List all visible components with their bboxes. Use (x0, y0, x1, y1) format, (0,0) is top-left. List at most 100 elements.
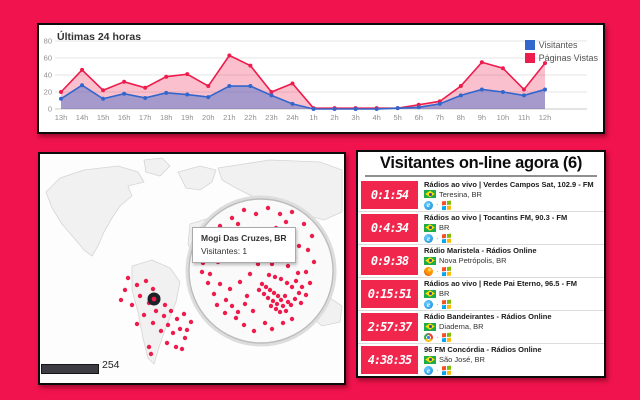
visitor-dot[interactable] (118, 297, 124, 303)
visitor-dot[interactable] (303, 269, 309, 275)
visitor-dot[interactable] (207, 271, 213, 277)
visitors-point[interactable] (500, 90, 505, 94)
visitor-dot[interactable] (237, 279, 243, 285)
pageviews-point[interactable] (143, 85, 148, 90)
pageviews-point[interactable] (248, 63, 253, 68)
visitor-dot[interactable] (283, 308, 289, 314)
visitor-dot[interactable] (179, 346, 185, 352)
visitor-dot[interactable] (271, 290, 277, 296)
visitor-dot[interactable] (298, 300, 304, 306)
visitor-dot[interactable] (241, 322, 247, 328)
visitors-point[interactable] (101, 96, 106, 101)
visitor-dot[interactable] (168, 308, 174, 314)
visitor-dot[interactable] (301, 221, 307, 227)
visitor-dot[interactable] (262, 320, 268, 326)
visitor-dot[interactable] (205, 280, 211, 286)
visitor-dot[interactable] (199, 269, 205, 275)
visitor-dot[interactable] (250, 308, 256, 314)
pageviews-point[interactable] (479, 60, 484, 65)
visitor-dot[interactable] (265, 295, 271, 301)
visitor-dot[interactable] (170, 330, 176, 336)
visitor-dot[interactable] (280, 320, 286, 326)
visitor-dot[interactable] (229, 215, 235, 221)
visitors-point[interactable] (311, 107, 316, 111)
visitor-dot[interactable] (305, 247, 311, 253)
visitors-point[interactable] (143, 95, 148, 100)
pageviews-point[interactable] (164, 74, 169, 79)
visitor-dot[interactable] (177, 326, 183, 332)
visitors-point[interactable] (332, 107, 337, 111)
visitors-point[interactable] (543, 87, 547, 92)
visitor-dot[interactable] (158, 328, 164, 334)
visitor-dot[interactable] (269, 326, 275, 332)
visitor-dot[interactable] (181, 311, 187, 317)
visitor-dot[interactable] (278, 276, 284, 282)
visitors-point[interactable] (269, 93, 274, 98)
visitor-dot[interactable] (309, 233, 315, 239)
pageviews-point[interactable] (290, 81, 295, 86)
visitor-dot[interactable] (311, 259, 317, 265)
visitors-point[interactable] (416, 105, 421, 110)
pageviews-point[interactable] (59, 90, 63, 94)
visitor-dot[interactable] (270, 298, 276, 304)
visitor-dot[interactable] (259, 281, 265, 287)
visitor-dot[interactable] (141, 312, 147, 318)
visitor-dot[interactable] (288, 302, 294, 308)
visitor-dot[interactable] (173, 344, 179, 350)
visitor-dot[interactable] (122, 287, 128, 293)
visitor-dot[interactable] (143, 278, 149, 284)
visitor-dot[interactable] (289, 284, 295, 290)
visitor-dot[interactable] (251, 328, 257, 334)
visitor-dot[interactable] (285, 299, 291, 305)
visitor-dot[interactable] (235, 221, 241, 227)
pageviews-point[interactable] (206, 84, 211, 89)
visitor-dot[interactable] (137, 293, 143, 299)
visitor-dot[interactable] (242, 301, 248, 307)
visitor-dot[interactable] (267, 287, 273, 293)
visitor-dot[interactable] (255, 261, 261, 267)
pageviews-point[interactable] (500, 66, 505, 71)
pageviews-point[interactable] (269, 90, 274, 94)
pageviews-point[interactable] (185, 72, 190, 77)
visitor-dot[interactable] (265, 205, 271, 211)
visitors-point[interactable] (479, 87, 484, 92)
visitor-dot[interactable] (241, 207, 247, 213)
visitor-dot[interactable] (263, 284, 269, 290)
visitor-dot[interactable] (282, 293, 288, 299)
visitor-dot[interactable] (289, 316, 295, 322)
visitor-dot[interactable] (268, 303, 274, 309)
visitor-dot[interactable] (134, 321, 140, 327)
visitor-dot[interactable] (261, 291, 267, 297)
visitor-dot[interactable] (269, 261, 275, 267)
visitors-point[interactable] (59, 96, 63, 101)
visitor-dot[interactable] (188, 319, 194, 325)
visitor-dot[interactable] (223, 297, 229, 303)
visitor-dot[interactable] (129, 302, 135, 308)
visitor-dot[interactable] (307, 280, 313, 286)
visitor-dot[interactable] (227, 286, 233, 292)
visitor-dot[interactable] (229, 303, 235, 309)
visitors-point[interactable] (185, 92, 190, 97)
visitor-dot[interactable] (295, 270, 301, 276)
legend-item[interactable]: Visitantes (524, 40, 598, 50)
visitor-dot[interactable] (253, 211, 259, 217)
pageviews-point[interactable] (80, 67, 85, 72)
visitors-point[interactable] (395, 106, 400, 111)
visitor-dot[interactable] (292, 296, 298, 302)
visitor-dot[interactable] (274, 301, 280, 307)
visitor-dot[interactable] (165, 322, 171, 328)
visitor-dot[interactable] (222, 310, 228, 316)
visitor-dot[interactable] (148, 351, 154, 357)
visitor-dot[interactable] (247, 271, 253, 277)
visitor-dot[interactable] (153, 308, 159, 314)
visitor-dot[interactable] (275, 293, 281, 299)
visitor-dot[interactable] (211, 291, 217, 297)
visitor-dot[interactable] (146, 344, 152, 350)
visitor-dot[interactable] (134, 282, 140, 288)
visitor-dot[interactable] (256, 287, 262, 293)
visitors-point[interactable] (80, 83, 85, 88)
pageviews-point[interactable] (122, 79, 127, 84)
visitor-dot[interactable] (273, 306, 279, 312)
visitor-dot[interactable] (277, 211, 283, 217)
visitor-dot[interactable] (161, 313, 167, 319)
